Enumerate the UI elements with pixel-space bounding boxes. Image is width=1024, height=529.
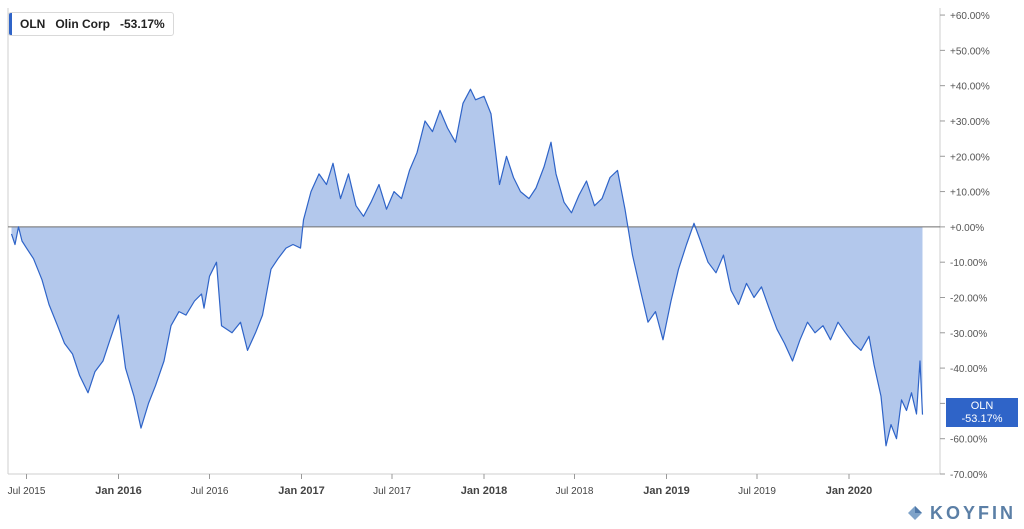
y-tick-label: +40.00%	[950, 82, 990, 93]
last-value-tag: OLN -53.17%	[946, 398, 1018, 427]
y-tick-label: +30.00%	[950, 117, 990, 128]
y-tick-label: +50.00%	[950, 46, 990, 57]
series-line-oln	[10, 88, 924, 447]
y-tick-label: -30.00%	[950, 329, 987, 340]
koyfin-mark-icon	[908, 506, 922, 520]
legend-chip[interactable]: OLN Olin Corp -53.17%	[8, 12, 174, 36]
brand-name: KOYFIN	[930, 502, 1017, 523]
x-tick-label: Jan 2020	[826, 485, 872, 497]
x-tick-label: Jan 2016	[95, 485, 141, 497]
legend-ticker: OLN	[20, 17, 46, 31]
x-tick-label: Jul 2017	[373, 486, 411, 497]
series-area-fill	[11, 89, 923, 446]
x-tick-label: Jul 2018	[556, 486, 594, 497]
x-tick-label: Jan 2018	[461, 485, 507, 497]
x-tick-label: Jan 2017	[278, 485, 324, 497]
y-tick-label: -60.00%	[950, 435, 987, 446]
x-tick-label: Jan 2019	[643, 485, 689, 497]
legend-change: -53.17%	[120, 17, 165, 31]
legend-company-name: Olin Corp	[55, 17, 111, 31]
series-color-bar	[9, 13, 12, 35]
y-tick-label: +10.00%	[950, 188, 990, 199]
x-tick-label: Jul 2019	[738, 486, 776, 497]
y-tick-label: +0.00%	[950, 223, 984, 234]
koyfin-logo: KOYFIN	[906, 503, 1016, 523]
last-value-ticker: OLN	[970, 400, 994, 412]
y-tick-label: +20.00%	[950, 152, 990, 163]
y-tick-label: -40.00%	[950, 364, 987, 375]
y-tick-label: +60.00%	[950, 11, 990, 22]
y-tick-label: -20.00%	[950, 293, 987, 304]
y-tick-label: -70.00%	[950, 470, 987, 481]
last-value-change: -53.17%	[961, 413, 1003, 425]
y-tick-label: -10.00%	[950, 258, 987, 269]
x-tick-label: Jul 2016	[191, 486, 229, 497]
x-tick-label: Jul 2015	[8, 486, 46, 497]
